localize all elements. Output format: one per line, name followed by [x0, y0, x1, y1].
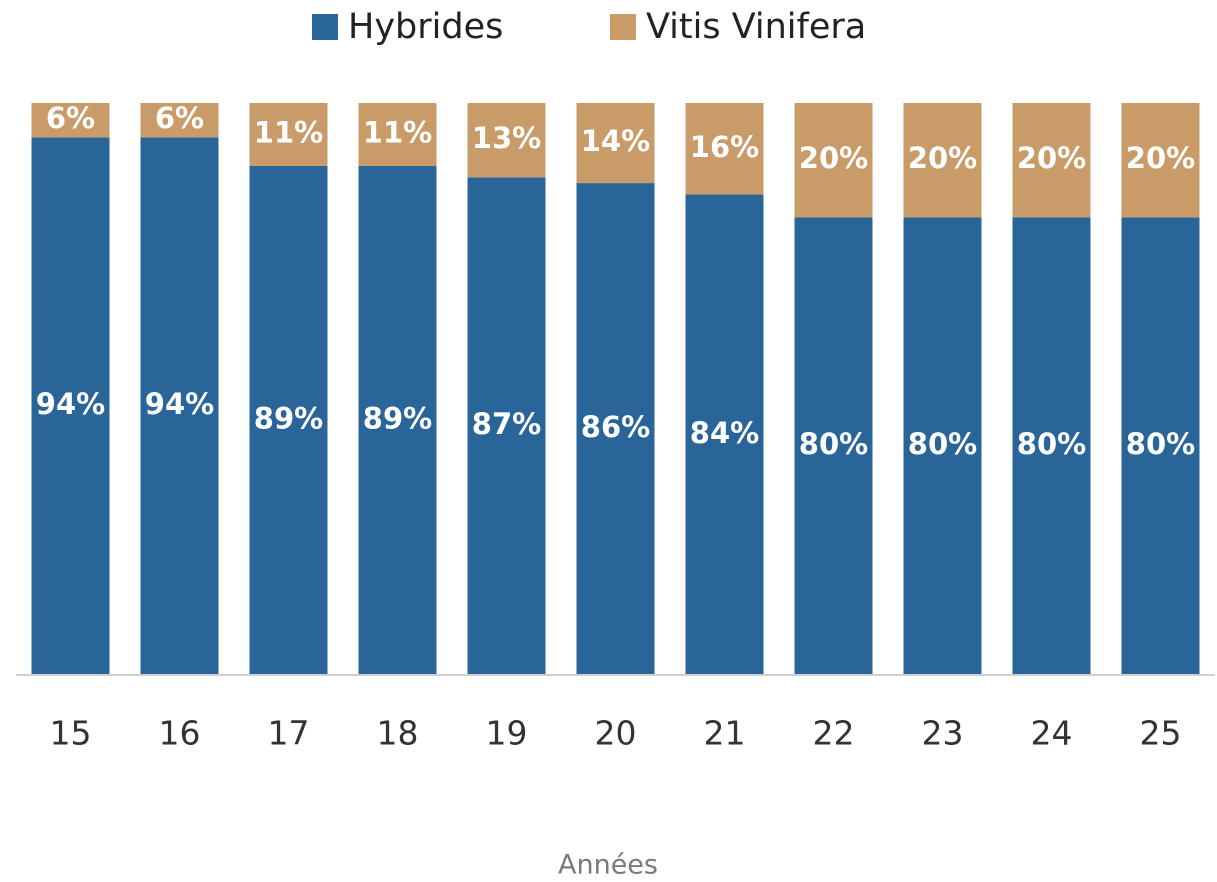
- data-label: 11%: [363, 115, 432, 149]
- bar-segment: [794, 217, 873, 675]
- bar-segment: [31, 137, 110, 675]
- x-tick-label: 21: [704, 714, 746, 753]
- bar-segment: [467, 103, 546, 178]
- x-tick-label: 18: [377, 714, 419, 753]
- data-label: 20%: [908, 141, 977, 175]
- bar-segment: [358, 103, 437, 166]
- bar-segment: [794, 103, 873, 218]
- data-label: 13%: [472, 121, 541, 155]
- x-tick-label: 20: [595, 714, 637, 753]
- bar-segment: [576, 183, 655, 675]
- bar-segment: [249, 165, 328, 676]
- data-label: 16%: [690, 130, 759, 164]
- data-label: 89%: [363, 401, 432, 435]
- data-label: 80%: [1017, 427, 1086, 461]
- data-label: 20%: [799, 141, 868, 175]
- data-label: 80%: [1126, 427, 1195, 461]
- legend-swatch: [610, 14, 636, 40]
- bar-segment: [903, 217, 982, 675]
- bar-segment: [467, 177, 546, 676]
- bar-segment: [576, 103, 655, 184]
- data-label: 6%: [46, 101, 95, 135]
- x-tick-label: 24: [1031, 714, 1073, 753]
- bar-segment: [685, 103, 764, 195]
- bar-segment: [903, 103, 982, 218]
- x-tick-label: 25: [1140, 714, 1182, 753]
- legend-swatch: [312, 14, 338, 40]
- data-label: 11%: [254, 115, 323, 149]
- x-tick-label: 17: [268, 714, 310, 753]
- data-label: 94%: [145, 387, 214, 421]
- data-label: 20%: [1126, 141, 1195, 175]
- x-tick-label: 22: [813, 714, 855, 753]
- bar-segment: [1121, 217, 1200, 675]
- bar-segment: [140, 103, 219, 138]
- bar-segment: [249, 103, 328, 166]
- bar-segment: [140, 137, 219, 675]
- x-tick-label: 19: [486, 714, 528, 753]
- legend-label: Hybrides: [348, 7, 503, 47]
- x-tick-label: 23: [922, 714, 964, 753]
- data-label: 6%: [155, 101, 204, 135]
- bar-segment: [31, 103, 110, 138]
- data-label: 89%: [254, 401, 323, 435]
- bar-segment: [1121, 103, 1200, 218]
- data-label: 84%: [690, 416, 759, 450]
- x-tick-label: 16: [159, 714, 201, 753]
- data-label: 80%: [799, 427, 868, 461]
- x-axis-title: Années: [558, 850, 658, 881]
- bar-segment: [1012, 217, 1091, 675]
- bar-segment: [1012, 103, 1091, 218]
- data-label: 87%: [472, 407, 541, 441]
- data-label: 20%: [1017, 141, 1086, 175]
- data-label: 14%: [581, 124, 650, 158]
- legend-label: Vitis Vinifera: [646, 7, 866, 47]
- bar-segment: [685, 194, 764, 675]
- bar-segment: [358, 165, 437, 676]
- data-label: 80%: [908, 427, 977, 461]
- data-label: 94%: [36, 387, 105, 421]
- data-label: 86%: [581, 410, 650, 444]
- x-tick-label: 15: [50, 714, 92, 753]
